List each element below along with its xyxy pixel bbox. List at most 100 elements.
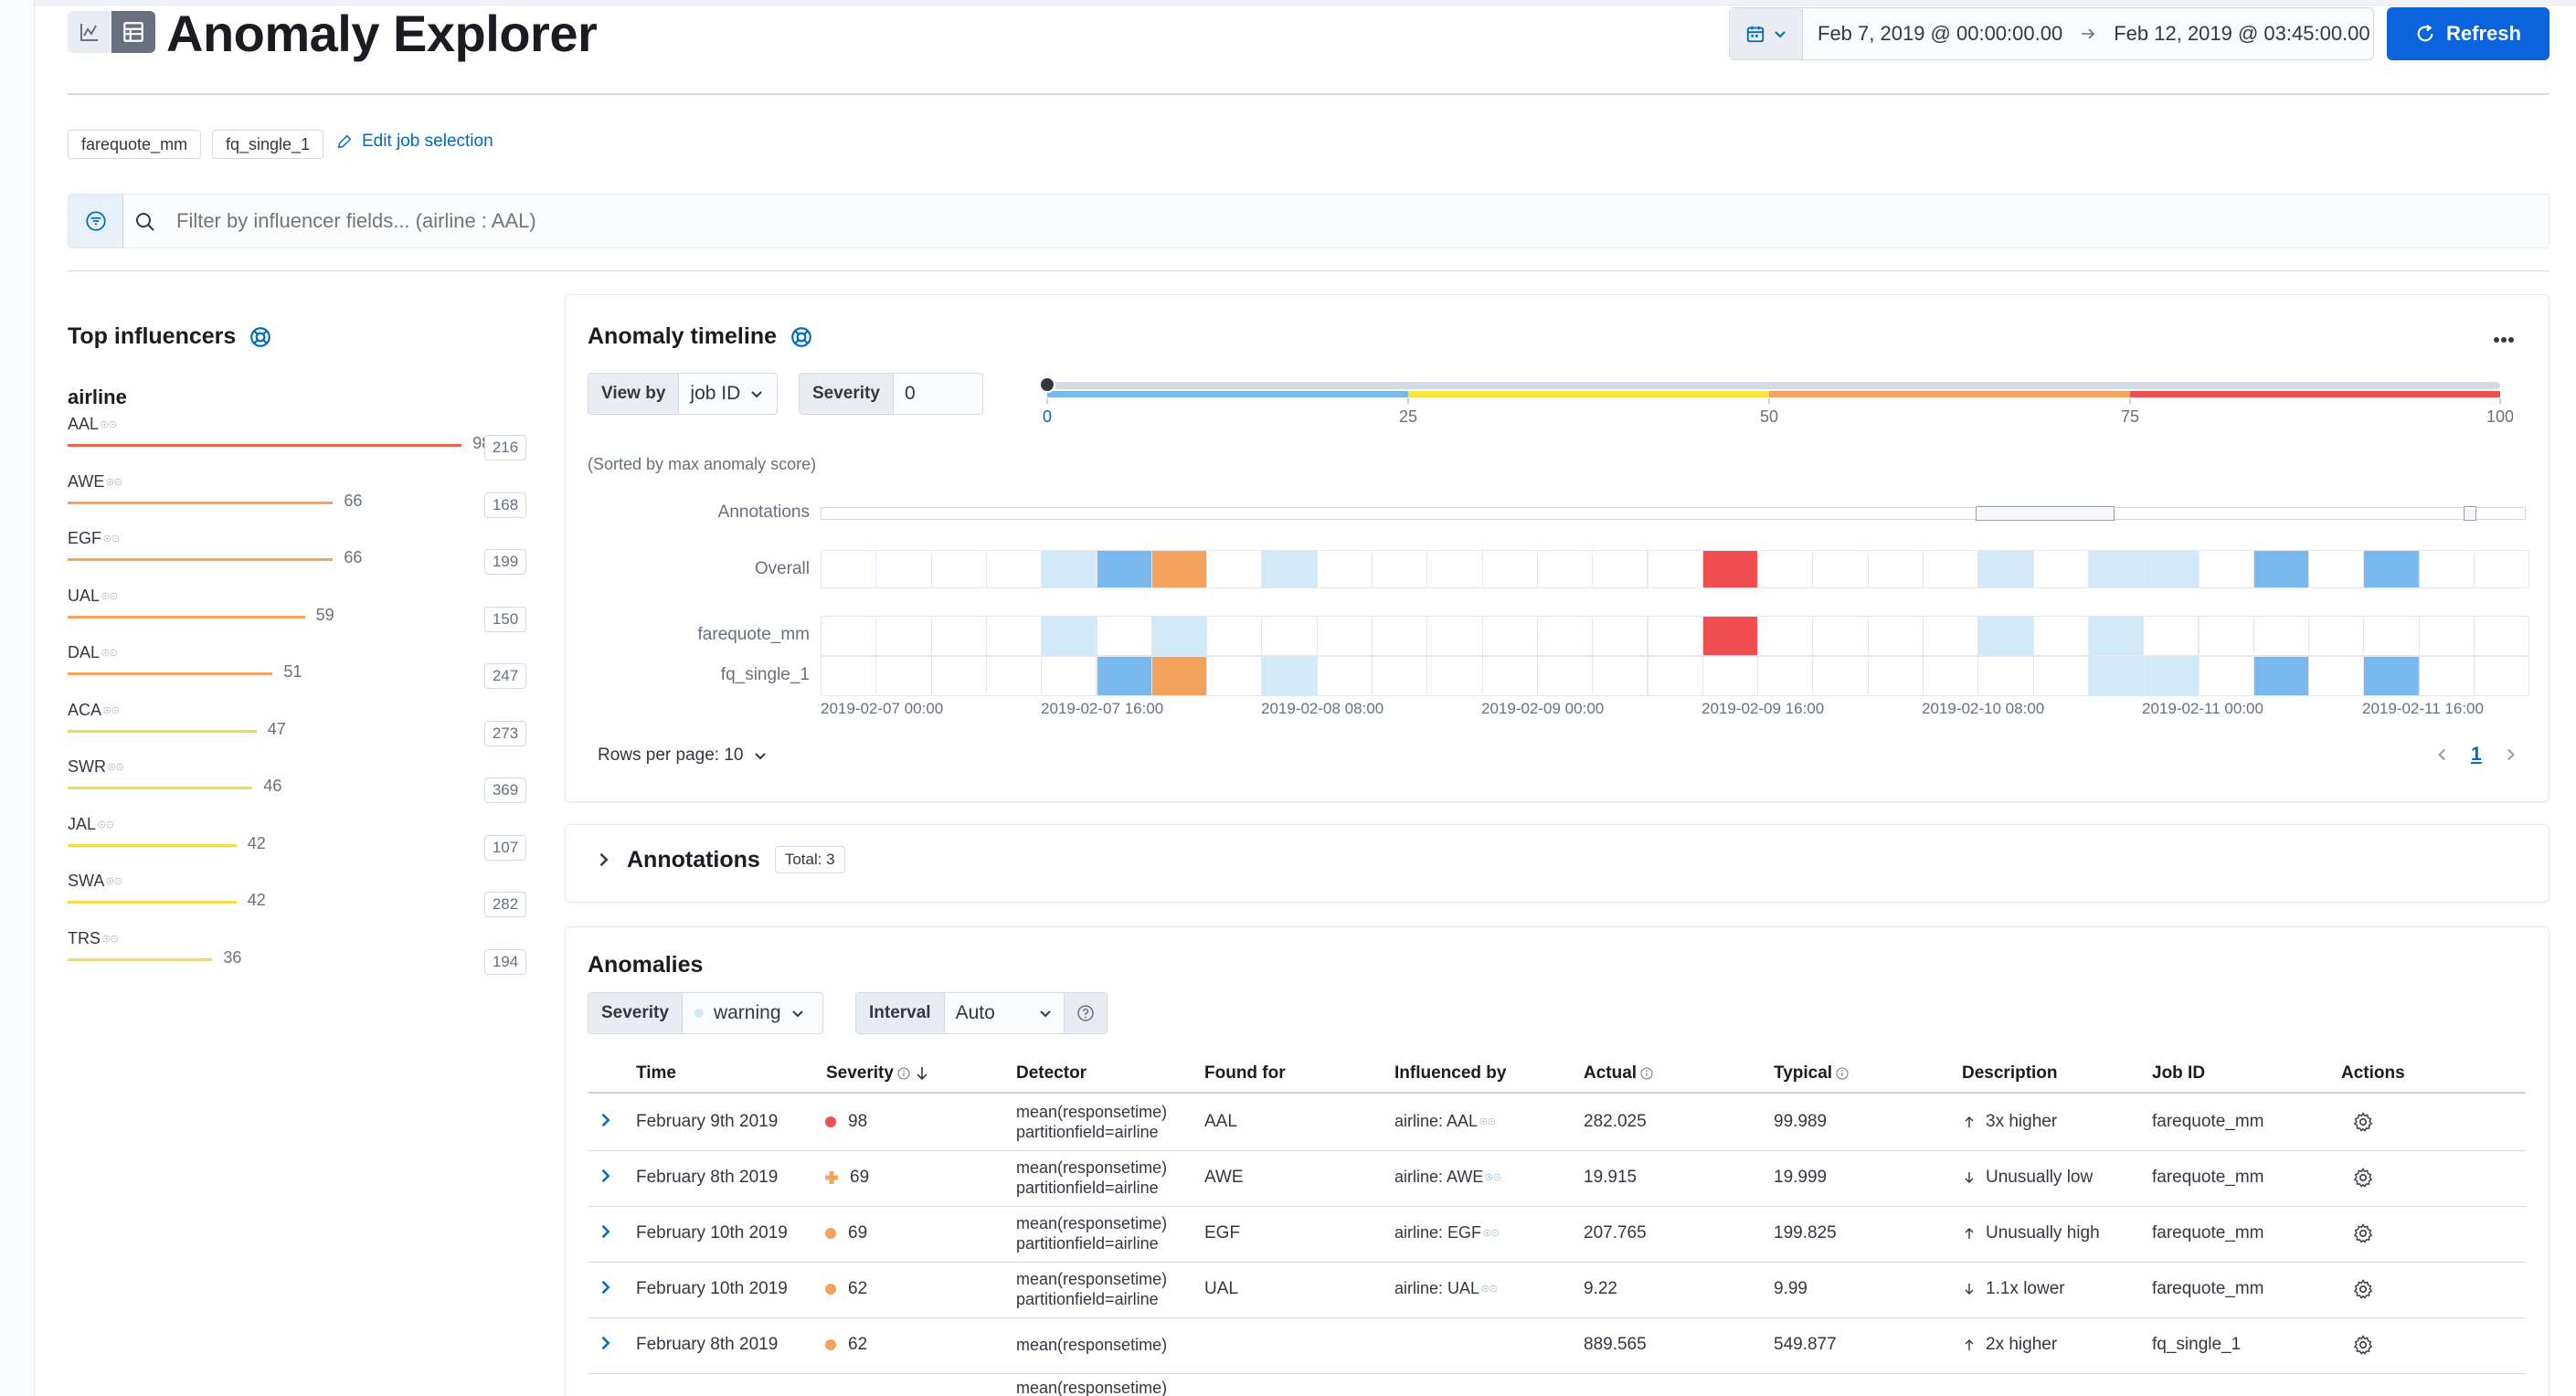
influencer-name[interactable]: TRS [68,929,118,948]
swimlane-cell[interactable] [1261,656,1318,696]
page-number[interactable]: 1 [2471,744,2482,765]
row-actions-button[interactable] [2352,1167,2374,1194]
swimlane-cell[interactable] [1426,656,1483,696]
swimlane-cell[interactable] [2474,550,2530,588]
anomalies-severity-select[interactable]: Severity warning [588,992,823,1034]
filter-in-icon[interactable] [1479,1114,1488,1129]
influencer-name[interactable]: SWA [68,872,122,891]
expand-row-button[interactable] [596,1334,614,1358]
swimlane-cell[interactable] [2418,616,2475,656]
swimlane-cell[interactable] [875,616,932,656]
swimlane-cell[interactable] [2474,616,2530,656]
swimlane-cell[interactable] [2253,550,2310,588]
filter-in-icon[interactable] [106,873,114,889]
swimlane-cell[interactable] [1536,550,1594,588]
swimlane-cell[interactable] [1757,616,1814,656]
swimlane-cell[interactable] [1426,616,1483,656]
anomaly-explorer-button[interactable] [111,11,155,53]
filter-in-icon[interactable] [1481,1281,1489,1296]
filter-out-icon[interactable] [111,703,120,718]
swimlane-cell[interactable] [1041,616,1097,656]
swimlane-cell[interactable] [1372,550,1428,588]
end-date[interactable]: Feb 12, 2019 @ 03:45:00.00 [2114,22,2370,45]
influencer-name[interactable]: AWE [68,472,122,492]
swimlane-cell[interactable] [1923,550,1979,588]
swimlane-label[interactable]: farequote_mm [697,625,810,644]
swimlane-cell[interactable] [2087,550,2145,588]
filter-out-icon[interactable] [106,817,114,832]
filter-in-icon[interactable] [101,588,110,604]
swimlane-cell[interactable] [1150,616,1208,656]
refresh-button[interactable]: Refresh [2387,7,2549,60]
row-actions-button[interactable] [2352,1334,2374,1361]
chevron-right-icon[interactable] [2502,746,2518,763]
filter-in-icon[interactable] [1483,1225,1491,1241]
swimlane-cell[interactable] [1812,616,1869,656]
influencer-name[interactable]: AAL [68,415,116,434]
expand-row-button[interactable] [596,1278,614,1302]
swimlane-cell[interactable] [2308,550,2365,588]
filter-out-icon[interactable] [116,759,124,775]
swimlane-cell[interactable] [2474,656,2530,696]
swimlane-cell[interactable] [1977,616,2034,656]
severity-threshold-input[interactable]: Severity 0 [799,373,983,415]
swimlane-cell[interactable] [2032,616,2089,656]
filter-out-icon[interactable] [1493,1169,1501,1185]
swimlane-cell[interactable] [1206,656,1263,696]
filter-options-button[interactable] [69,195,123,248]
filter-out-icon[interactable] [111,531,120,546]
swimlane-cell[interactable] [821,616,877,656]
quick-menu-button[interactable] [1730,8,1803,59]
swimlane-label[interactable]: fq_single_1 [720,665,810,684]
view-by-select[interactable]: View by job ID [588,373,778,415]
column-header-actual[interactable]: Actual [1584,1063,1653,1084]
swimlane-cell[interactable] [1977,656,2034,696]
filter-out-icon[interactable] [114,474,122,490]
swimlane-cell[interactable] [2253,616,2310,656]
edit-job-selection-link[interactable]: Edit job selection [336,132,493,152]
swimlane-cell[interactable] [2032,550,2089,588]
swimlane-cell[interactable] [1701,550,1759,588]
column-header-description[interactable]: Description [1962,1063,2058,1084]
swimlane-cell[interactable] [1701,656,1759,696]
swimlane-cell[interactable] [1867,550,1924,588]
annotation-marker[interactable] [2464,506,2476,521]
row-actions-button[interactable] [2352,1222,2374,1250]
swimlane-cell[interactable] [1923,616,1979,656]
annotations-accordion[interactable]: Annotations Total: 3 [594,846,845,873]
column-header-time[interactable]: Time [636,1063,676,1084]
swimlane-cell[interactable] [1812,656,1869,696]
swimlane-cell[interactable] [2363,656,2420,696]
swimlane-cell[interactable] [2143,656,2200,696]
filter-in-icon[interactable] [103,703,111,718]
swimlane-cell[interactable] [985,616,1043,656]
slider-thumb[interactable] [1039,376,1055,393]
column-header-severity[interactable]: Severity [826,1063,930,1084]
swimlane-cell[interactable] [1150,550,1208,588]
swimlane-cell[interactable] [2253,656,2310,696]
filter-out-icon[interactable] [110,588,118,604]
swimlane-cell[interactable] [2198,616,2254,656]
swimlane-cell[interactable] [930,656,987,696]
swimlane-cell[interactable] [2363,550,2420,588]
swimlane-cell[interactable] [2032,656,2089,696]
column-header-detector[interactable]: Detector [1016,1063,1087,1084]
swimlane-cell[interactable] [1867,656,1924,696]
swimlane-cell[interactable] [821,550,877,588]
column-header-found-for[interactable]: Found for [1204,1063,1286,1084]
help-icon[interactable] [790,325,813,349]
swimlane-cell[interactable] [1316,616,1373,656]
swimlane-cell[interactable] [1041,656,1097,696]
swimlane-cell[interactable] [1150,656,1208,696]
swimlane-cell[interactable] [2087,656,2145,696]
help-icon[interactable] [249,325,272,349]
swimlane-cell[interactable] [2418,656,2475,696]
swimlane-cell[interactable] [2143,550,2200,588]
filter-in-icon[interactable] [98,817,106,832]
swimlane-cell[interactable] [1261,616,1318,656]
single-metric-viewer-button[interactable] [68,11,111,53]
swimlane-cell[interactable] [1757,550,1814,588]
swimlane-cell[interactable] [2363,616,2420,656]
expand-row-button[interactable] [596,1167,614,1190]
swimlane-cell[interactable] [1426,550,1483,588]
